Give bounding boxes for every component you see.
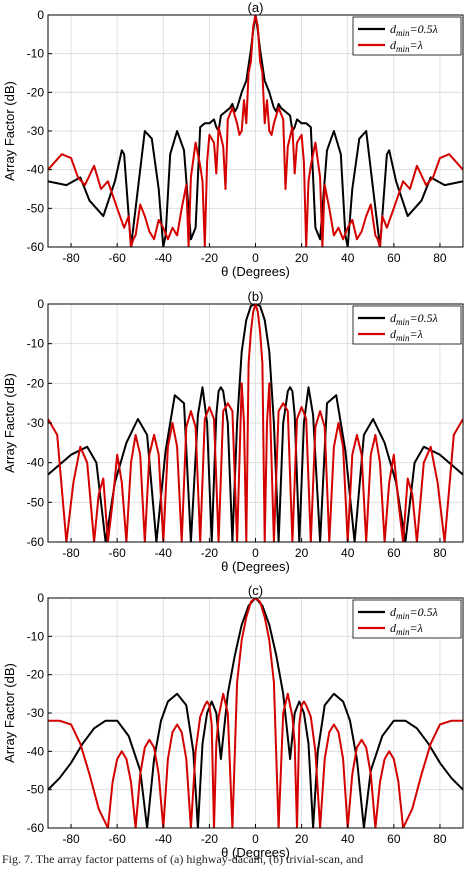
x-tick-label: -60 xyxy=(108,832,126,846)
series-line-2 xyxy=(48,304,463,542)
legend-entry-2: dmin=λ xyxy=(390,327,423,343)
figure-caption: Fig. 7. The array factor patterns of (a)… xyxy=(2,852,364,866)
legend-entry-2: dmin=λ xyxy=(390,38,423,54)
x-axis-label: θ (Degrees) xyxy=(221,845,290,860)
y-tick-label: -30 xyxy=(27,706,45,720)
x-tick-label: 20 xyxy=(295,546,309,560)
legend-box xyxy=(352,16,462,56)
x-tick-label: 40 xyxy=(341,546,355,560)
series-line-1 xyxy=(48,598,463,828)
x-tick-label: 20 xyxy=(295,832,309,846)
y-tick-label: -50 xyxy=(27,201,45,215)
y-tick-label: 0 xyxy=(37,591,44,605)
x-tick-label: -40 xyxy=(155,546,173,560)
y-tick-label: -50 xyxy=(27,783,45,797)
y-tick-label: 0 xyxy=(37,297,44,311)
x-tick-label: -80 xyxy=(62,546,80,560)
series-line-2 xyxy=(48,598,463,828)
x-tick-label: 80 xyxy=(433,546,447,560)
x-tick-label: 40 xyxy=(341,832,355,846)
series-line-1 xyxy=(48,304,463,542)
chart-title: (b) xyxy=(248,289,264,304)
y-tick-label: -60 xyxy=(27,821,45,835)
y-tick-label: -40 xyxy=(27,456,45,470)
series-line-2 xyxy=(48,15,463,247)
y-tick-label: -10 xyxy=(27,629,45,643)
x-tick-label: -20 xyxy=(201,546,219,560)
legend-entry-1: dmin=0.5λ xyxy=(390,605,438,621)
y-tick-label: -60 xyxy=(27,240,45,254)
x-tick-label: 80 xyxy=(433,251,447,265)
x-tick-label: -60 xyxy=(108,546,126,560)
x-tick-label: 0 xyxy=(252,832,259,846)
chart-title: (c) xyxy=(248,583,263,598)
y-tick-label: -10 xyxy=(27,337,45,351)
x-tick-label: 0 xyxy=(252,251,259,265)
chart-panel-3: -80 -60 -40 -20 0 20 40 60 80 0 -10 -20 -30 -40 -50 -60… xyxy=(2,583,464,860)
x-tick-label: -80 xyxy=(62,832,80,846)
legend-entry-2: dmin=λ xyxy=(390,621,423,637)
x-tick-label: 40 xyxy=(341,251,355,265)
x-tick-label: 20 xyxy=(295,251,309,265)
x-tick-label: 60 xyxy=(387,546,401,560)
chart-panel-1: -80 -60 -40 -20 0 20 40 60 80 0 -10 -20 -30 -40 -50 -60… xyxy=(2,0,464,279)
legend-box xyxy=(352,599,462,639)
x-tick-label: -20 xyxy=(201,251,219,265)
legend-entry-1: dmin=0.5λ xyxy=(390,311,438,327)
x-tick-label: 0 xyxy=(252,546,259,560)
x-tick-label: -40 xyxy=(155,251,173,265)
y-axis-label: Array Factor (dB) xyxy=(2,373,17,473)
x-tick-label: 80 xyxy=(433,832,447,846)
y-axis-label: Array Factor (dB) xyxy=(2,663,17,763)
x-axis-label: θ (Degrees) xyxy=(221,264,290,279)
y-tick-label: -20 xyxy=(27,85,45,99)
y-tick-label: -10 xyxy=(27,47,45,61)
y-tick-label: -40 xyxy=(27,163,45,177)
y-tick-label: -40 xyxy=(27,744,45,758)
x-tick-label: 60 xyxy=(387,251,401,265)
y-tick-label: -20 xyxy=(27,668,45,682)
chart-title: (a) xyxy=(248,0,264,15)
y-axis-label: Array Factor (dB) xyxy=(2,81,17,181)
y-tick-label: 0 xyxy=(37,8,44,22)
y-tick-label: -50 xyxy=(27,495,45,509)
y-tick-label: -30 xyxy=(27,416,45,430)
legend-box xyxy=(352,305,462,345)
x-tick-label: 60 xyxy=(387,832,401,846)
y-tick-label: -30 xyxy=(27,124,45,138)
x-tick-label: -20 xyxy=(201,832,219,846)
x-axis-label: θ (Degrees) xyxy=(221,559,290,574)
series-line-1 xyxy=(48,15,463,247)
x-tick-label: -80 xyxy=(62,251,80,265)
legend-entry-1: dmin=0.5λ xyxy=(390,22,438,38)
y-tick-label: -60 xyxy=(27,535,45,549)
x-tick-label: -40 xyxy=(155,832,173,846)
x-tick-label: -60 xyxy=(108,251,126,265)
y-tick-label: -20 xyxy=(27,376,45,390)
chart-panel-2: -80 -60 -40 -20 0 20 40 60 80 0 -10 -20 -30 -40 -50 -60… xyxy=(2,289,464,574)
